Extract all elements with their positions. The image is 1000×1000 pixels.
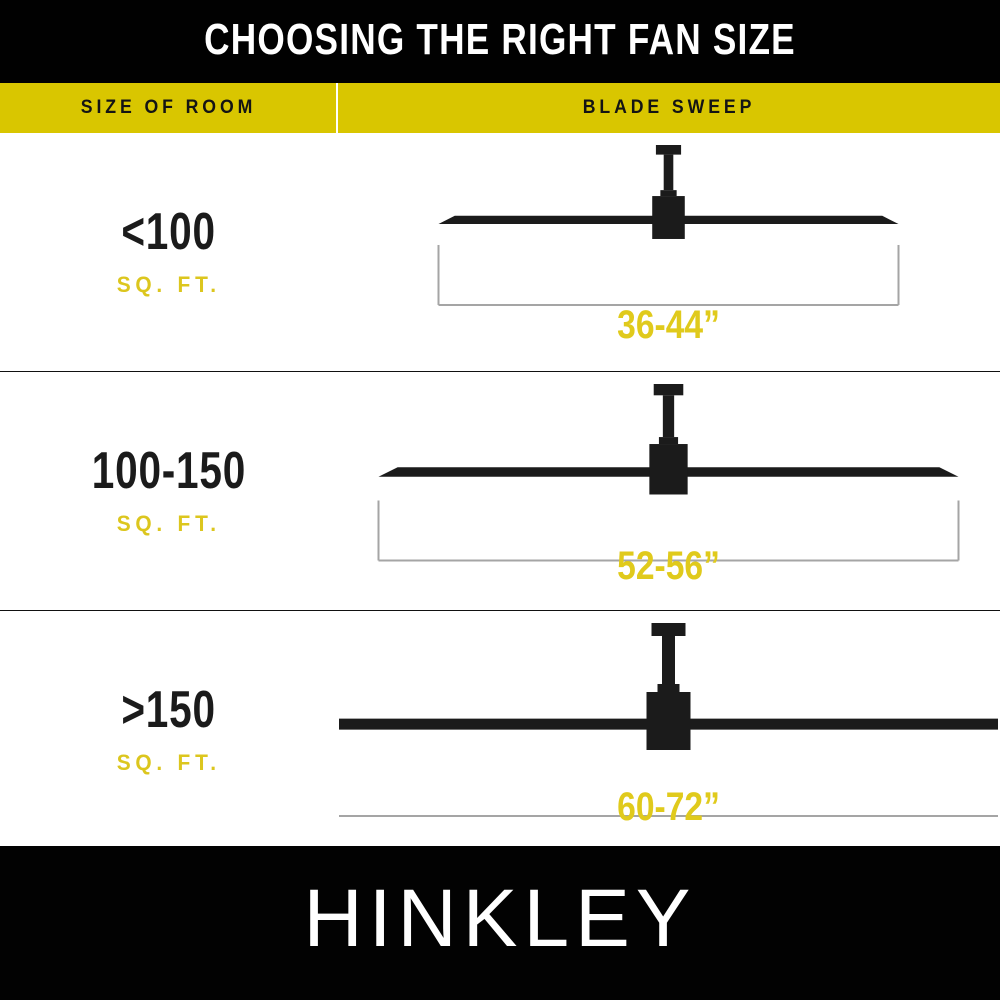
table-row: <100 SQ. FT. 36-44”	[0, 133, 1000, 371]
footer-bar: HINKLEY	[0, 846, 1000, 1000]
ceiling-fan-icon	[339, 623, 998, 817]
room-size-value: 100-150	[91, 442, 246, 500]
room-size-cell: 100-150 SQ. FT.	[0, 372, 337, 610]
title-bar: CHOOSING THE RIGHT FAN SIZE	[0, 0, 1000, 83]
blade-sweep-value: 60-72”	[617, 785, 720, 829]
table-body: <100 SQ. FT. 36-44” 100-150 SQ. FT.	[0, 133, 1000, 849]
fan-illustration	[339, 133, 998, 371]
table-header-row: SIZE OF ROOM BLADE SWEEP	[0, 83, 1000, 133]
fan-illustration	[339, 611, 998, 849]
blade-sweep-value: 36-44”	[617, 303, 720, 347]
room-size-unit: SQ. FT.	[116, 272, 221, 297]
page-title: CHOOSING THE RIGHT FAN SIZE	[204, 14, 796, 64]
blade-sweep-cell: 60-72”	[339, 611, 998, 849]
room-size-cell: >150 SQ. FT.	[0, 611, 337, 849]
column-header-size-of-room: SIZE OF ROOM	[80, 97, 257, 118]
blade-sweep-cell: 52-56”	[339, 372, 998, 610]
table-row: 100-150 SQ. FT. 52-56”	[0, 372, 1000, 610]
fan-size-table: SIZE OF ROOM BLADE SWEEP <100 SQ. FT.	[0, 83, 1000, 849]
header-column-divider	[336, 83, 338, 133]
room-size-cell: <100 SQ. FT.	[0, 133, 337, 371]
blade-sweep-cell: 36-44”	[339, 133, 998, 371]
blade-sweep-value: 52-56”	[617, 544, 720, 588]
ceiling-fan-icon	[377, 384, 960, 562]
room-size-value: <100	[121, 203, 216, 261]
column-header-blade-sweep: BLADE SWEEP	[582, 97, 756, 118]
ceiling-fan-icon	[437, 145, 900, 306]
room-size-value: >150	[121, 681, 216, 739]
room-size-unit: SQ. FT.	[116, 750, 221, 775]
table-row: >150 SQ. FT. 60-72”	[0, 611, 1000, 849]
brand-logo: HINKLEY	[303, 873, 697, 964]
fan-illustration	[339, 372, 998, 610]
room-size-unit: SQ. FT.	[116, 511, 221, 536]
